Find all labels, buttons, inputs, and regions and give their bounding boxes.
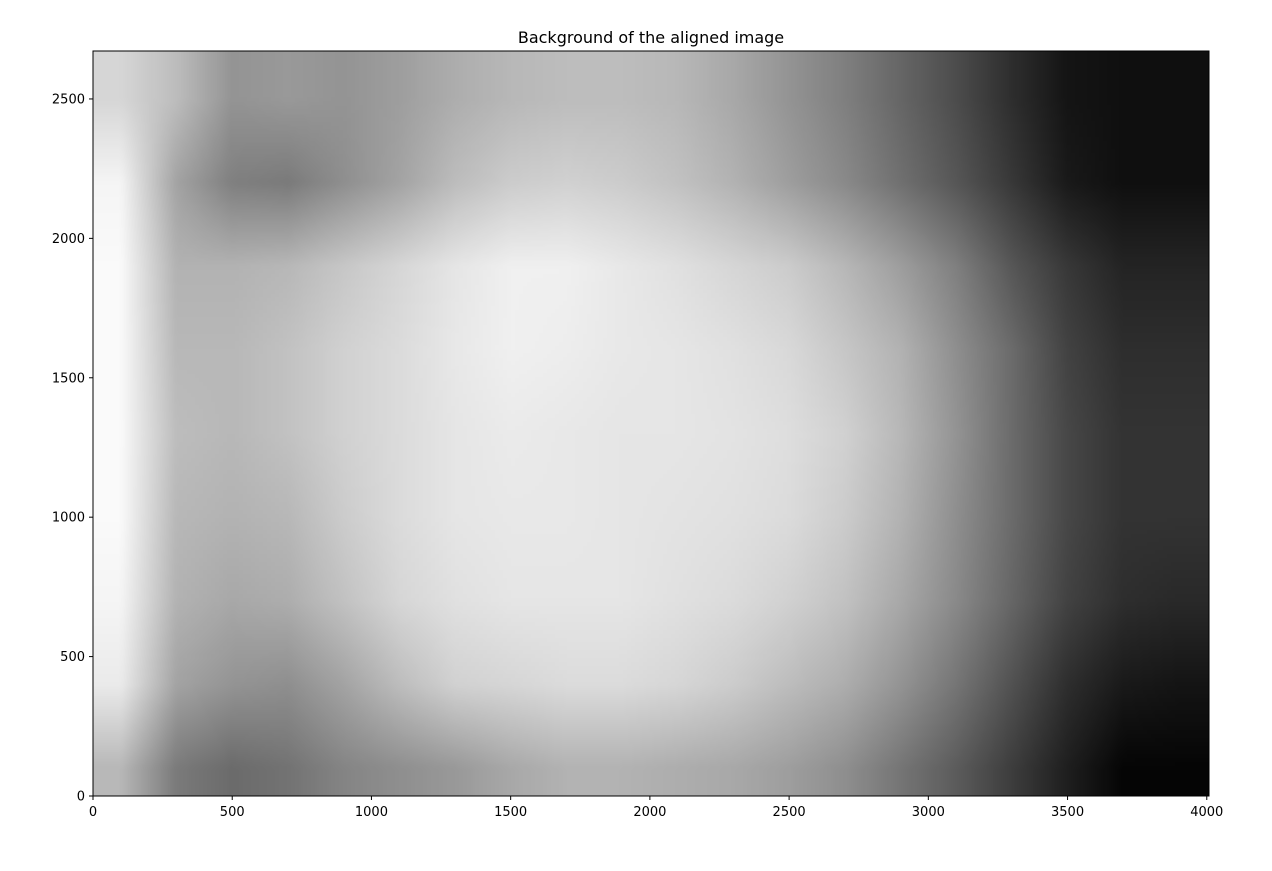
x-tick-label: 3500 bbox=[1051, 805, 1084, 820]
y-tick-label: 1500 bbox=[52, 371, 85, 386]
y-tick-label: 0 bbox=[77, 790, 85, 805]
y-tick-label: 1000 bbox=[52, 511, 85, 526]
plot-area bbox=[93, 51, 1209, 796]
x-tick-label: 3000 bbox=[912, 805, 945, 820]
y-tick-label: 2000 bbox=[52, 232, 85, 247]
x-tick-label: 4000 bbox=[1190, 805, 1223, 820]
x-tick-label: 1000 bbox=[355, 805, 388, 820]
y-axis: 0 500 1000 1500 2000 2500 bbox=[52, 92, 93, 805]
y-tick-label: 500 bbox=[60, 650, 85, 665]
x-axis: 0 500 1000 1500 2000 2500 3000 3500 4000 bbox=[89, 796, 1223, 820]
x-tick-label: 2500 bbox=[773, 805, 806, 820]
chart-title: Background of the aligned image bbox=[518, 28, 784, 47]
plot-frame bbox=[92, 50, 1210, 797]
heatmap-image bbox=[93, 51, 1209, 796]
x-tick-label: 2000 bbox=[633, 805, 666, 820]
x-tick-label: 0 bbox=[89, 805, 97, 820]
y-tick-label: 2500 bbox=[52, 92, 85, 107]
x-tick-label: 500 bbox=[220, 805, 245, 820]
x-tick-label: 1500 bbox=[494, 805, 527, 820]
